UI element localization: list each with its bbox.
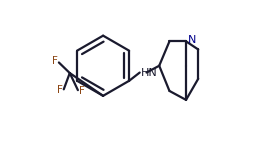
Text: N: N	[188, 35, 196, 45]
Text: HN: HN	[141, 68, 158, 78]
Text: F: F	[57, 85, 63, 95]
Text: F: F	[52, 56, 58, 66]
Text: F: F	[79, 86, 84, 96]
